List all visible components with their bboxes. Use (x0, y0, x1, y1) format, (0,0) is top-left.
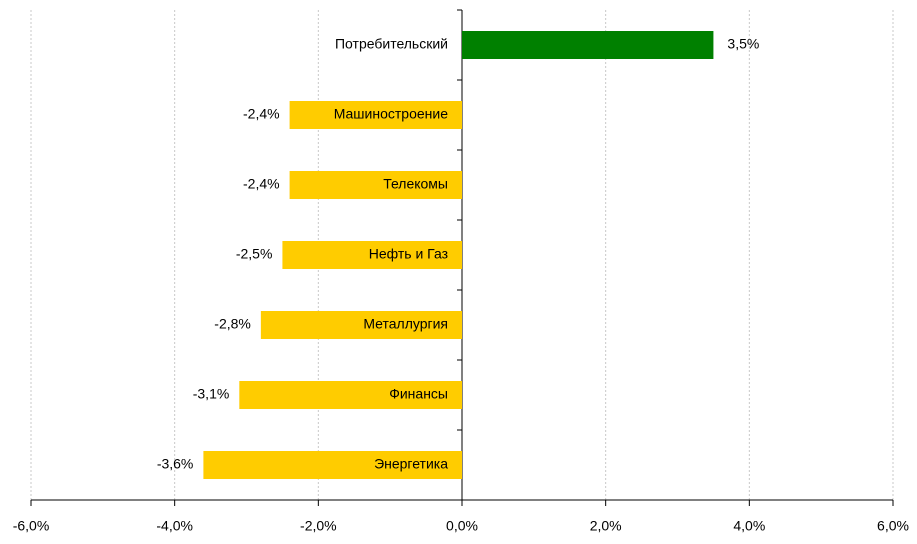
x-tick-label: -6,0% (13, 518, 50, 534)
bar (203, 451, 462, 479)
bar (462, 31, 714, 59)
value-label: -2,4% (243, 106, 280, 122)
category-label: Металлургия (363, 316, 448, 332)
x-tick-label: 4,0% (733, 518, 765, 534)
category-label: Машиностроение (334, 106, 448, 122)
value-label: -3,1% (193, 386, 230, 402)
bar (289, 171, 462, 199)
value-label: -2,8% (214, 316, 251, 332)
x-tick-label: 6,0% (877, 518, 909, 534)
category-label: Энергетика (374, 456, 448, 472)
value-label: -2,5% (236, 246, 273, 262)
x-tick-label: -4,0% (156, 518, 193, 534)
value-label: -2,4% (243, 176, 280, 192)
category-label: Финансы (389, 386, 448, 402)
category-label: Потребительский (335, 36, 448, 52)
bar (260, 311, 462, 339)
bar (282, 241, 462, 269)
bar (289, 101, 462, 129)
x-tick-label: 2,0% (590, 518, 622, 534)
x-tick-label: 0,0% (446, 518, 478, 534)
category-label: Нефть и Газ (369, 246, 448, 262)
bar (239, 381, 462, 409)
value-label: 3,5% (727, 36, 759, 52)
value-label: -3,6% (157, 456, 194, 472)
category-label: Телекомы (383, 176, 448, 192)
x-tick-label: -2,0% (300, 518, 337, 534)
